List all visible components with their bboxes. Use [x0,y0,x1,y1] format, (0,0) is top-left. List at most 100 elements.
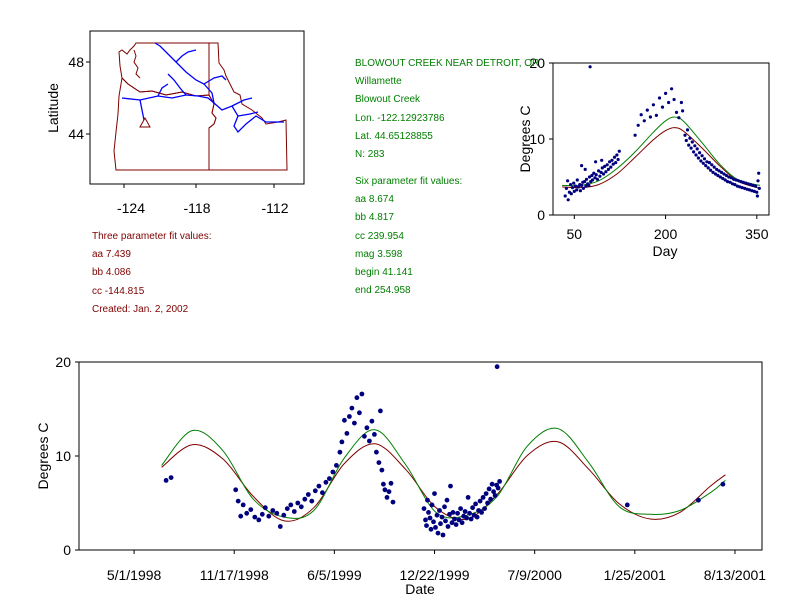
data-point [569,192,573,196]
data-point [588,65,592,69]
data-point [744,181,748,185]
seasonal-fit-curves [562,116,761,189]
timeseries-axes: 0 10 20 5/1/1998 11/17/1998 6/5/1999 12/22/199… [55,354,766,583]
data-point [288,502,294,508]
data-point [262,505,268,511]
data-point [349,405,355,411]
data-point [648,115,653,119]
three-param-bb: bb 4.086 [92,267,131,279]
data-point [580,183,584,187]
six-param-heading: Six parameter fit values: [355,176,463,187]
data-point [639,113,643,117]
data-point [694,153,698,157]
data-point [685,128,690,132]
data-point [601,172,606,176]
data-point [654,113,659,117]
data-point [723,178,727,182]
timeseries-fit-curves [161,427,726,522]
data-point [642,119,646,123]
yakima-river [167,73,187,96]
site-latitude: Lat. 44.65128855 [355,130,433,142]
site-name: BLOWOUT CREEK NEAR DETROIT, OR [355,58,540,69]
data-point [468,516,474,522]
data-point [494,364,500,370]
data-point [378,408,383,414]
data-point [599,170,603,174]
data-point [456,517,462,523]
xtick-label: 350 [745,226,769,242]
six-param-fit: Six parameter fit values: aa 8.674 bb 4.… [355,173,462,300]
data-point [439,514,445,520]
data-point [474,514,480,520]
data-point [337,449,343,455]
data-point [699,159,703,163]
salmon-river [237,111,259,117]
site-longitude: Lon. -122.12923786 [355,112,445,124]
data-point [424,523,429,528]
site-info: BLOWOUT CREEK NEAR DETROIT, OR Willamett… [355,55,539,164]
data-point [587,175,592,179]
ytick-label: 0 [63,542,71,558]
data-point [698,151,702,155]
data-point [693,144,697,148]
map-ytick-label: 44 [68,126,84,142]
three-param-fit: Three parameter fit values: aa 7.439 bb … [92,228,212,319]
data-point [374,449,379,455]
data-point [347,414,352,419]
site-basin: Willamette [355,76,402,88]
data-point [755,194,760,198]
data-point [700,154,704,158]
data-point [705,160,709,164]
data-point [449,520,455,526]
data-point [364,425,370,431]
data-point [427,515,433,521]
xtick-label: 6/5/1999 [307,567,362,583]
puget-sound [133,49,141,79]
data-point [681,109,685,113]
data-point [244,510,250,516]
data-point [707,161,712,165]
data-point [473,501,478,507]
data-point [344,431,350,436]
data-point [587,183,591,187]
data-point [570,186,575,190]
xtick-label: 1/25/2001 [604,567,666,583]
data-point [738,185,742,189]
timeseries-xlabel: Date [405,581,435,597]
data-point [592,171,596,175]
data-point [755,190,759,194]
ytick-label: 20 [529,55,545,71]
data-point [455,510,460,516]
data-point [572,181,576,185]
data-point [426,510,431,515]
data-point [485,500,490,506]
data-point [425,497,430,503]
data-point [657,96,662,100]
ytick-label: 20 [55,354,71,370]
data-point [594,160,598,164]
data-point [696,156,701,160]
data-point [233,487,239,493]
data-point [672,97,676,102]
idaho-outline [208,42,288,171]
data-point [486,486,492,492]
data-point [238,513,244,519]
data-point [757,171,761,175]
data-point [252,514,258,520]
site-stream: Blowout Creek [355,94,421,106]
six-param-cc: cc 239.954 [355,230,404,242]
data-point [235,498,241,504]
data-point [664,91,668,95]
map-ticks [86,61,275,188]
data-point [382,487,388,493]
data-point [452,516,457,522]
data-point [569,183,573,187]
data-point [751,183,755,187]
data-point [717,169,721,173]
data-point [624,502,630,508]
seasonal-axes: 0 10 20 50 200 350 [529,55,768,242]
data-point [597,169,601,173]
data-point [563,194,567,198]
six-param-fit-curve [562,116,761,187]
data-point [163,478,169,483]
